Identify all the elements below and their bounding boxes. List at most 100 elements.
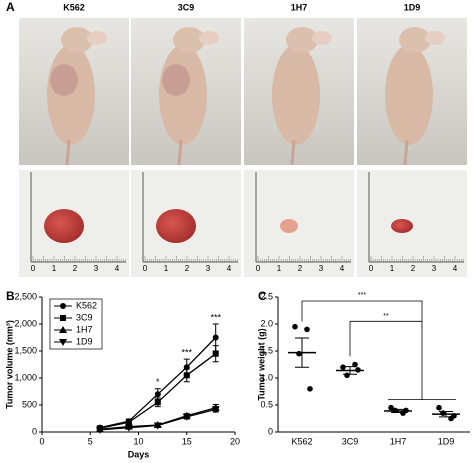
data-point — [292, 323, 298, 330]
mouse-body — [385, 45, 433, 145]
marker — [183, 372, 190, 379]
group-label: 1D9 — [404, 2, 421, 12]
ruler-label: 0 — [256, 264, 261, 273]
y-tick-label: 500 — [22, 399, 37, 409]
mouse-head — [61, 27, 93, 53]
ruler-label: 0 — [143, 264, 148, 273]
marker — [95, 426, 104, 434]
data-point — [340, 364, 346, 371]
data-point — [296, 350, 302, 357]
ruler-label: 1 — [390, 264, 395, 273]
y-tick-label: 2.0 — [260, 318, 273, 328]
mouse-tail — [290, 139, 296, 166]
x-tick-label: K562 — [291, 436, 312, 446]
y-tick-label: 1.0 — [260, 372, 273, 382]
marker — [59, 339, 67, 346]
sem-bar — [343, 366, 357, 375]
marker — [212, 350, 219, 357]
x-tick-label: 20 — [230, 436, 240, 446]
mouse-ear — [199, 31, 219, 45]
ruler-label: 2 — [411, 264, 416, 273]
legend-label: 1D9 — [76, 336, 93, 346]
mouse-head — [399, 27, 431, 53]
y-tick-label: 0.5 — [260, 399, 273, 409]
marker — [124, 424, 133, 432]
tumor — [44, 209, 84, 243]
chart-panels: 0 500 1,000 1,500 2,000 2,500 0 5 10 15 20 Days Tumo… — [4, 291, 470, 459]
ruler-label: 4 — [453, 264, 458, 273]
ruler-label: 3 — [319, 264, 324, 273]
marker — [211, 406, 220, 414]
significance-label: *** — [181, 347, 192, 357]
photo-panel: K562 0 1 2 3 4 3C9 0 1 2 3 4 1H7 0 1 2 3 4 1D9 0 1 2 3 4 — [19, 2, 467, 277]
group-label: 1H7 — [291, 2, 308, 12]
marker — [59, 326, 67, 333]
ruler-label: 3 — [206, 264, 211, 273]
data-point — [352, 361, 358, 368]
sem-bar — [391, 408, 405, 414]
data-point — [344, 372, 350, 379]
mouse-tail — [65, 139, 71, 166]
y-tick-label: 1,500 — [14, 345, 37, 355]
tumor-photo — [244, 170, 354, 277]
mouse-tumor — [162, 64, 190, 96]
legend-label: 3C9 — [76, 312, 93, 322]
x-tick-label: 5 — [88, 436, 93, 446]
marker — [60, 303, 66, 309]
ruler-label: 4 — [340, 264, 345, 273]
panel-label: B — [6, 289, 15, 303]
group-label: 3C9 — [178, 2, 195, 12]
ruler-label: 3 — [432, 264, 437, 273]
significance-label: *** — [210, 312, 221, 322]
x-tick-label: 0 — [39, 436, 44, 446]
legend-box — [49, 298, 103, 350]
legend-label: K562 — [76, 300, 97, 310]
y-tick-label: 0 — [32, 426, 37, 436]
y-axis-label: Tumor weight (g) — [256, 328, 266, 400]
tumor — [280, 219, 298, 233]
mouse-ear — [312, 31, 332, 45]
marker — [182, 413, 191, 421]
legend-label: 1H7 — [76, 324, 93, 334]
ruler-label: 1 — [277, 264, 282, 273]
tumor — [156, 209, 196, 243]
y-tick-label: 0 — [268, 426, 273, 436]
panel-label: C — [258, 289, 267, 303]
group-label: K562 — [63, 2, 85, 12]
y-tick-label: 2.5 — [260, 291, 273, 301]
x-tick-label: 10 — [133, 436, 143, 446]
mouse-body — [47, 45, 95, 145]
mouse-tail — [177, 139, 183, 166]
significance-label: * — [156, 377, 160, 387]
ruler-label: 4 — [227, 264, 232, 273]
y-tick-label: 1,000 — [14, 372, 37, 382]
marker — [154, 399, 161, 406]
mouse-tail — [403, 139, 409, 166]
mouse-ear — [425, 31, 445, 45]
ruler-label: 3 — [94, 264, 99, 273]
sem-bar — [439, 410, 453, 418]
marker — [212, 334, 219, 341]
y-tick-label: 2,500 — [14, 291, 37, 301]
mouse-head — [173, 27, 205, 53]
x-tick-label: 3C9 — [342, 436, 359, 446]
marker — [60, 315, 66, 321]
x-tick-label: 1H7 — [390, 436, 407, 446]
data-point — [436, 404, 442, 411]
x-tick-label: 15 — [182, 436, 192, 446]
significance-label: *** — [358, 292, 366, 299]
ruler-label: 2 — [185, 264, 190, 273]
ruler-label: 0 — [369, 264, 374, 273]
panel-label: A — [6, 0, 15, 14]
tumor — [391, 219, 413, 233]
mouse-ear — [87, 31, 107, 45]
marker — [153, 422, 162, 430]
ruler-label: 4 — [115, 264, 120, 273]
sem-bar — [295, 337, 309, 368]
x-axis-label: Days — [128, 449, 150, 459]
data-point — [307, 386, 313, 392]
mouse-body — [272, 45, 320, 145]
x-tick-label: 1D9 — [438, 436, 455, 446]
ruler-label: 1 — [52, 264, 57, 273]
